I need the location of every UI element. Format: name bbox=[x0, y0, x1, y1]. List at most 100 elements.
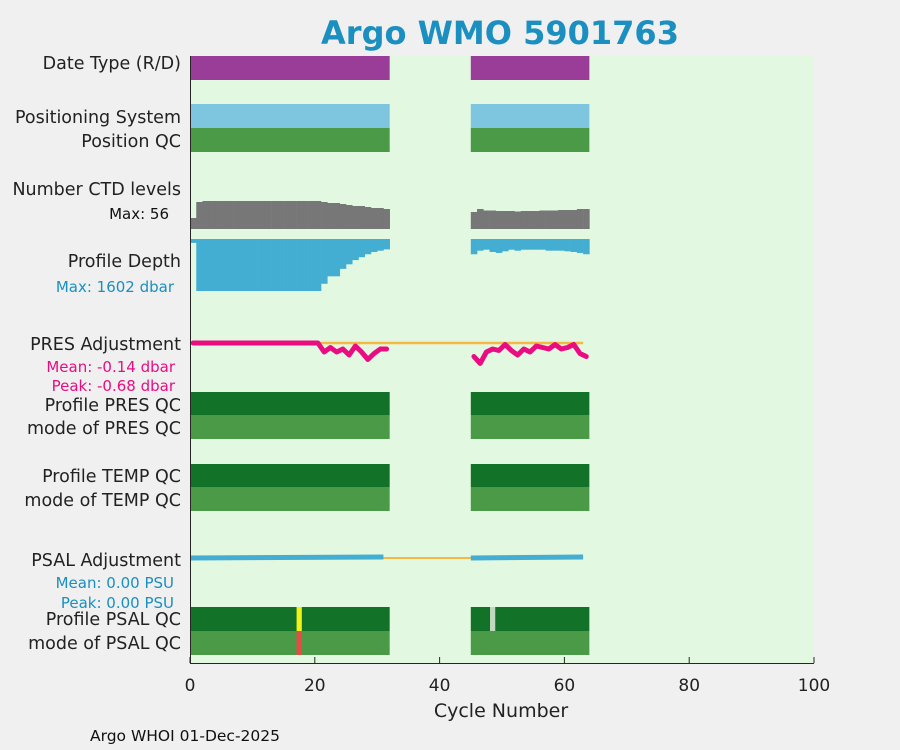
ctd-levels-bar bbox=[202, 201, 210, 229]
ctd-levels-bar bbox=[364, 207, 372, 229]
profile-depth-bar bbox=[383, 239, 390, 250]
ctd-levels-bar bbox=[277, 201, 284, 229]
profile-depth-bar bbox=[564, 239, 571, 252]
ctd-levels-bar bbox=[539, 210, 546, 229]
ctd-levels-bar bbox=[246, 201, 253, 229]
ctd-levels-bar bbox=[514, 211, 522, 229]
mode-psal-qc-bar-seg2 bbox=[470, 631, 590, 655]
pres-adjustment-peak-label: Peak: -0.68 dbar bbox=[52, 377, 176, 395]
ctd-levels-bar bbox=[483, 210, 490, 229]
profile-depth-bar bbox=[246, 239, 253, 291]
position-qc-bar-seg1 bbox=[190, 128, 390, 152]
ctd-levels-bar bbox=[327, 203, 334, 229]
profile-depth-bar bbox=[202, 239, 210, 291]
x-tick-label: 20 bbox=[304, 676, 326, 696]
ctd-levels-bar bbox=[227, 201, 234, 229]
row-label-mode-temp-qc: mode of TEMP QC bbox=[24, 491, 181, 511]
x-tick-label: 40 bbox=[429, 676, 451, 696]
mode-psal-qc-bar-seg1 bbox=[190, 631, 390, 655]
ctd-levels-bar bbox=[296, 201, 303, 229]
ctd-levels-bar bbox=[470, 212, 478, 229]
profile-temp-qc-bar-seg2 bbox=[470, 464, 590, 487]
ctd-levels-bar bbox=[564, 210, 571, 229]
profile-depth-bar bbox=[520, 239, 528, 250]
ctd-levels-bar bbox=[533, 211, 540, 229]
profile-depth-bar bbox=[346, 239, 353, 265]
psal-qc-marker-3 bbox=[490, 607, 496, 631]
mode-pres-qc-bar-seg1 bbox=[190, 415, 390, 439]
ctd-levels-bar bbox=[239, 201, 247, 229]
profile-depth-bar bbox=[502, 239, 509, 252]
profile-depth-bar bbox=[239, 239, 247, 291]
profile-depth-bar bbox=[227, 239, 234, 291]
x-axis-ticks: 0 20 40 60 80 100 bbox=[185, 657, 830, 696]
ctd-levels-bar bbox=[233, 201, 241, 229]
profile-depth-bar bbox=[333, 239, 341, 277]
ctd-levels-bar bbox=[377, 208, 384, 229]
footer-credit: Argo WHOI 01-Dec-2025 bbox=[90, 727, 280, 745]
ctd-levels-bar bbox=[545, 210, 553, 229]
ctd-levels-bar bbox=[283, 201, 291, 229]
chart-title: Argo WMO 5901763 bbox=[321, 14, 679, 52]
x-axis-label: Cycle Number bbox=[434, 700, 568, 722]
ctd-levels-bar bbox=[570, 210, 578, 229]
profile-depth-bar bbox=[364, 239, 372, 255]
profile-depth-bar bbox=[533, 239, 540, 250]
row-label-profile-pres-qc: Profile PRES QC bbox=[45, 396, 181, 416]
profile-depth-bar bbox=[558, 239, 565, 251]
profile-depth-bar bbox=[196, 239, 203, 291]
profile-depth-bar bbox=[190, 239, 197, 243]
profile-depth-bar bbox=[377, 239, 384, 251]
chart-marks bbox=[189, 56, 590, 655]
ctd-levels-bar bbox=[289, 201, 297, 229]
profile-depth-bar bbox=[508, 239, 515, 250]
psal-adjustment-series-a bbox=[189, 554, 384, 561]
ctd-levels-bar bbox=[190, 218, 197, 229]
ctd-levels-bar bbox=[252, 201, 259, 229]
psal-qc-marker-1 bbox=[296, 607, 302, 631]
row-label-mode-pres-qc: mode of PRES QC bbox=[27, 419, 181, 439]
ctd-levels-bar bbox=[558, 210, 565, 229]
ctd-levels-bar bbox=[321, 202, 328, 229]
ctd-levels-bar bbox=[196, 202, 203, 229]
profile-depth-bar bbox=[208, 239, 216, 291]
ctd-levels-bar bbox=[333, 203, 341, 229]
row-label-psal-adjustment: PSAL Adjustment bbox=[31, 551, 181, 571]
profile-depth-bar bbox=[470, 239, 478, 255]
positioning-system-bar-seg2 bbox=[470, 104, 590, 128]
psal-qc-marker-2 bbox=[296, 631, 302, 655]
psal-adjustment-mean-label: Mean: 0.00 PSU bbox=[56, 574, 174, 592]
profile-pres-qc-bar-seg2 bbox=[470, 392, 590, 415]
profile-depth-bar bbox=[489, 239, 497, 252]
ctd-levels-bar bbox=[302, 201, 309, 229]
row-label-positioning-system: Positioning System bbox=[15, 108, 181, 128]
ctd-levels-bar bbox=[495, 211, 503, 229]
profile-depth-bar bbox=[370, 239, 378, 252]
ctd-levels-bar bbox=[346, 205, 353, 229]
ctd-levels-bar bbox=[508, 211, 515, 229]
profile-depth-bar bbox=[583, 239, 590, 255]
profile-depth-bar bbox=[283, 239, 291, 291]
row-label-profile-temp-qc: Profile TEMP QC bbox=[42, 467, 181, 487]
ctd-levels-bar bbox=[221, 201, 228, 229]
ctd-levels-bar bbox=[477, 209, 484, 229]
profile-pres-qc-bar-seg1 bbox=[190, 392, 390, 415]
profile-depth-bar bbox=[495, 239, 503, 253]
ctd-levels-bar bbox=[383, 209, 390, 229]
x-tick-label: 0 bbox=[185, 676, 196, 696]
ctd-levels-bar bbox=[314, 201, 322, 229]
x-tick-label: 80 bbox=[678, 676, 700, 696]
profile-depth-bar bbox=[358, 239, 366, 258]
profile-depth-bar bbox=[477, 239, 484, 251]
profile-depth-bar bbox=[483, 239, 490, 250]
pres-adjustment-series-a bbox=[190, 340, 390, 362]
ctd-levels-bar bbox=[339, 204, 347, 229]
ctd-levels-bar bbox=[526, 211, 534, 229]
plot-area bbox=[190, 56, 814, 663]
row-label-ctd-levels: Number CTD levels bbox=[12, 180, 181, 200]
profile-depth-bar bbox=[576, 239, 584, 253]
row-label-profile-psal-qc: Profile PSAL QC bbox=[46, 610, 181, 630]
psal-adjustment-peak-label: Peak: 0.00 PSU bbox=[61, 594, 174, 612]
profile-depth-bar bbox=[526, 239, 534, 250]
